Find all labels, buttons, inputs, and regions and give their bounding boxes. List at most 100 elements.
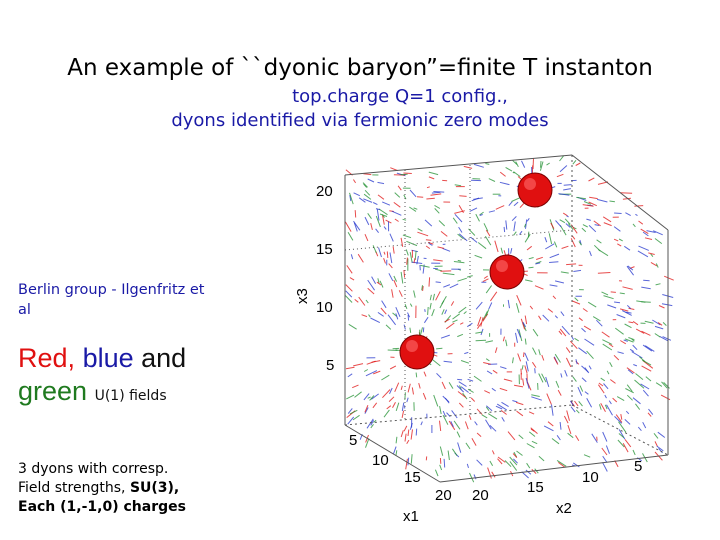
x3-tick-15: 15 bbox=[316, 241, 333, 258]
field-vector bbox=[402, 218, 407, 221]
field-vector bbox=[606, 370, 610, 375]
field-vector bbox=[491, 450, 495, 455]
field-vector bbox=[463, 311, 467, 315]
field-vector bbox=[476, 459, 483, 466]
x1-tick-10: 10 bbox=[372, 452, 389, 469]
field-vector bbox=[354, 210, 357, 218]
field-vector bbox=[387, 349, 398, 351]
field-vector bbox=[393, 201, 401, 208]
field-vector bbox=[363, 173, 372, 176]
field-vector bbox=[522, 378, 525, 386]
field-vector bbox=[596, 239, 602, 244]
field-vector bbox=[389, 233, 394, 242]
field-vector bbox=[457, 378, 463, 381]
field-vector bbox=[411, 387, 414, 395]
field-vector bbox=[620, 340, 627, 345]
field-vector bbox=[364, 189, 371, 196]
field-vector bbox=[504, 460, 512, 468]
field-vector bbox=[626, 304, 632, 309]
blue-word: blue bbox=[82, 343, 134, 373]
field-vector bbox=[489, 460, 494, 466]
field-vector bbox=[545, 243, 555, 250]
field-vector bbox=[413, 207, 418, 210]
field-vector bbox=[547, 308, 554, 313]
field-vector bbox=[554, 353, 561, 363]
field-vector bbox=[500, 410, 507, 415]
field-vector bbox=[382, 215, 385, 225]
field-vector bbox=[407, 383, 411, 393]
field-vector bbox=[487, 413, 498, 420]
field-vector bbox=[623, 339, 628, 342]
field-vector bbox=[448, 382, 454, 389]
field-vector bbox=[444, 309, 448, 315]
field-vector bbox=[367, 287, 375, 295]
field-vector bbox=[519, 202, 525, 208]
field-vector bbox=[513, 231, 517, 236]
field-vector bbox=[377, 181, 385, 185]
field-vector bbox=[604, 404, 608, 410]
field-vector bbox=[460, 386, 469, 393]
field-vector bbox=[346, 394, 355, 400]
field-vector bbox=[471, 197, 480, 202]
field-vector bbox=[391, 289, 394, 298]
field-vector bbox=[496, 403, 507, 411]
field-vector bbox=[654, 238, 663, 245]
field-vector bbox=[395, 306, 401, 318]
field-vector bbox=[546, 162, 550, 166]
field-vector bbox=[366, 418, 374, 429]
field-vector bbox=[389, 365, 397, 370]
field-vector bbox=[552, 295, 557, 300]
field-vector bbox=[586, 350, 594, 360]
field-vector bbox=[423, 316, 429, 324]
field-vector bbox=[434, 268, 443, 272]
field-vector bbox=[475, 339, 487, 342]
field-vector bbox=[459, 322, 464, 325]
field-vector bbox=[559, 328, 567, 337]
field-vector bbox=[494, 347, 498, 353]
field-vector bbox=[353, 220, 361, 231]
field-vector bbox=[353, 222, 358, 232]
field-vector bbox=[378, 247, 382, 258]
field-vector bbox=[491, 471, 496, 478]
field-vector bbox=[592, 316, 601, 322]
field-vector bbox=[450, 421, 454, 428]
field-vector bbox=[516, 295, 522, 306]
box-top-right-edge bbox=[571, 154, 669, 231]
field-vector bbox=[428, 242, 433, 246]
field-vector bbox=[583, 201, 592, 205]
field-vector bbox=[407, 312, 411, 318]
field-vector bbox=[429, 294, 432, 301]
field-vector bbox=[503, 226, 506, 233]
field-vector bbox=[484, 235, 492, 246]
field-vector bbox=[434, 469, 439, 477]
field-vector bbox=[566, 263, 577, 266]
field-vector bbox=[483, 362, 491, 365]
field-vector bbox=[614, 416, 623, 424]
field-vector bbox=[556, 173, 564, 178]
field-vector bbox=[386, 405, 392, 410]
box-bottom-back-edge bbox=[344, 404, 573, 426]
field-vector bbox=[347, 408, 353, 414]
field-vector bbox=[598, 382, 604, 387]
field-vector bbox=[560, 373, 563, 378]
x3-tick-20: 20 bbox=[316, 183, 333, 200]
field-vector bbox=[441, 296, 447, 305]
field-vector bbox=[454, 213, 463, 223]
field-vector bbox=[404, 304, 408, 309]
field-vector bbox=[403, 324, 406, 330]
field-vector bbox=[485, 405, 493, 412]
field-vector bbox=[391, 210, 402, 216]
field-vector bbox=[601, 447, 608, 456]
field-vector bbox=[354, 391, 362, 398]
field-vector bbox=[442, 272, 455, 276]
field-vector bbox=[442, 395, 450, 403]
field-vector bbox=[581, 227, 587, 233]
field-vector bbox=[443, 458, 446, 468]
field-vector bbox=[638, 245, 649, 251]
field-vector bbox=[526, 218, 530, 222]
field-vector bbox=[433, 394, 439, 407]
field-vector bbox=[483, 275, 488, 279]
field-vector bbox=[508, 201, 513, 207]
field-vector bbox=[528, 411, 535, 415]
field-vector bbox=[389, 387, 393, 395]
